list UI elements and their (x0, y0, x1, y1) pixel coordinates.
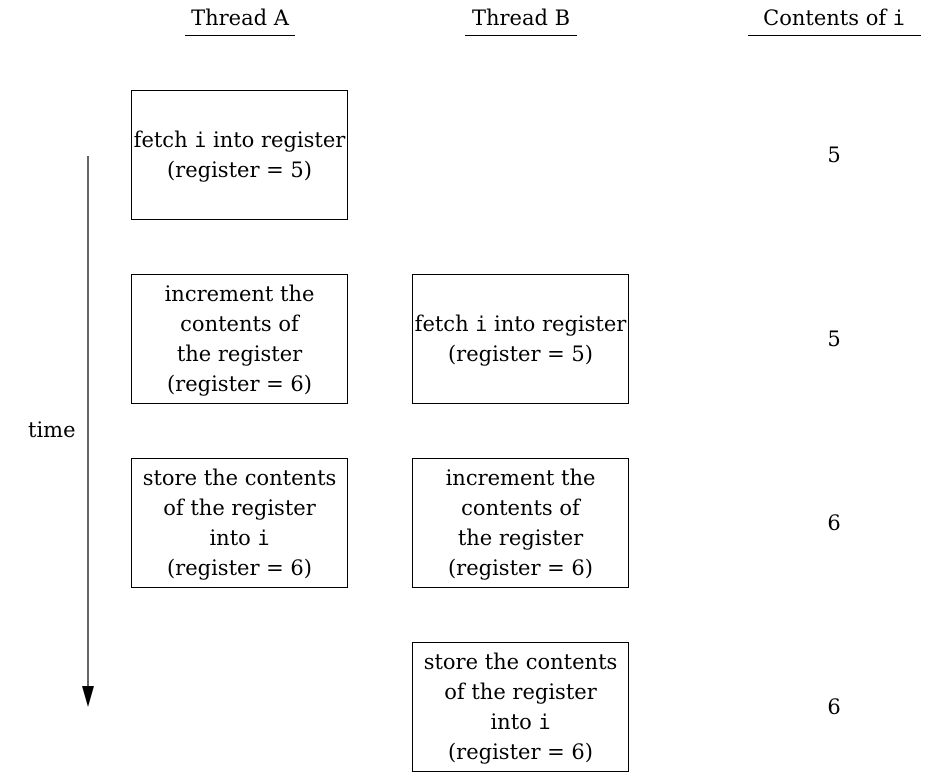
step-a-fetch-line1: fetch i into register (133, 128, 346, 152)
contents-value-4: 6 (827, 695, 841, 719)
step-a-store-line4: (register = 6) (166, 556, 312, 580)
variable-i: i (475, 312, 488, 336)
step-b-fetch-line1: fetch i into register (414, 312, 627, 336)
step-a-increment-line4: (register = 6) (166, 372, 312, 396)
variable-i: i (538, 710, 551, 734)
step-a-increment-line1: increment the (164, 282, 315, 306)
step-b-store-line1: store the contents (423, 650, 618, 674)
step-b-increment-line1: increment the (445, 466, 596, 490)
step-b-store-line4: (register = 6) (447, 740, 593, 764)
step-a-increment: increment the contents of the register (… (131, 274, 348, 404)
step-b-store-line2: of the register (444, 680, 597, 704)
step-b-fetch-line2: (register = 5) (447, 342, 593, 366)
step-a-increment-line3: the register (176, 342, 303, 366)
step-b-store-line3: into i (490, 710, 551, 734)
step-b-fetch: fetch i into register (register = 5) (412, 274, 629, 404)
step-a-store-line2: of the register (163, 496, 316, 520)
variable-i: i (194, 128, 207, 152)
step-a-increment-line2: contents of (180, 312, 299, 336)
contents-value-2: 5 (827, 327, 841, 351)
step-a-fetch: fetch i into register (register = 5) (131, 90, 348, 220)
step-a-store-line3: into i (209, 526, 270, 550)
step-b-increment-line4: (register = 6) (447, 556, 593, 580)
header-thread-a: Thread A (191, 6, 289, 30)
contents-value-3: 6 (827, 511, 841, 535)
contents-value-1: 5 (827, 143, 841, 167)
header-contents-prefix: Contents of (763, 6, 893, 30)
variable-i: i (257, 526, 270, 550)
time-axis-label: time (28, 418, 76, 442)
header-contents-underline (748, 35, 921, 36)
step-a-store: store the contents of the register into … (131, 458, 348, 588)
step-a-fetch-line2: (register = 5) (166, 158, 312, 182)
header-contents-var: i (892, 6, 905, 30)
header-thread-b-underline (465, 35, 577, 36)
header-thread-b: Thread B (471, 6, 571, 30)
step-b-increment: increment the contents of the register (… (412, 458, 629, 588)
step-b-store: store the contents of the register into … (412, 642, 629, 772)
header-contents: Contents of i (748, 4, 920, 32)
step-b-increment-line2: contents of (461, 496, 580, 520)
time-axis-arrowhead (82, 686, 94, 707)
header-thread-a-underline (185, 35, 295, 36)
step-a-store-line1: store the contents (142, 466, 337, 490)
step-b-increment-line3: the register (457, 526, 584, 550)
